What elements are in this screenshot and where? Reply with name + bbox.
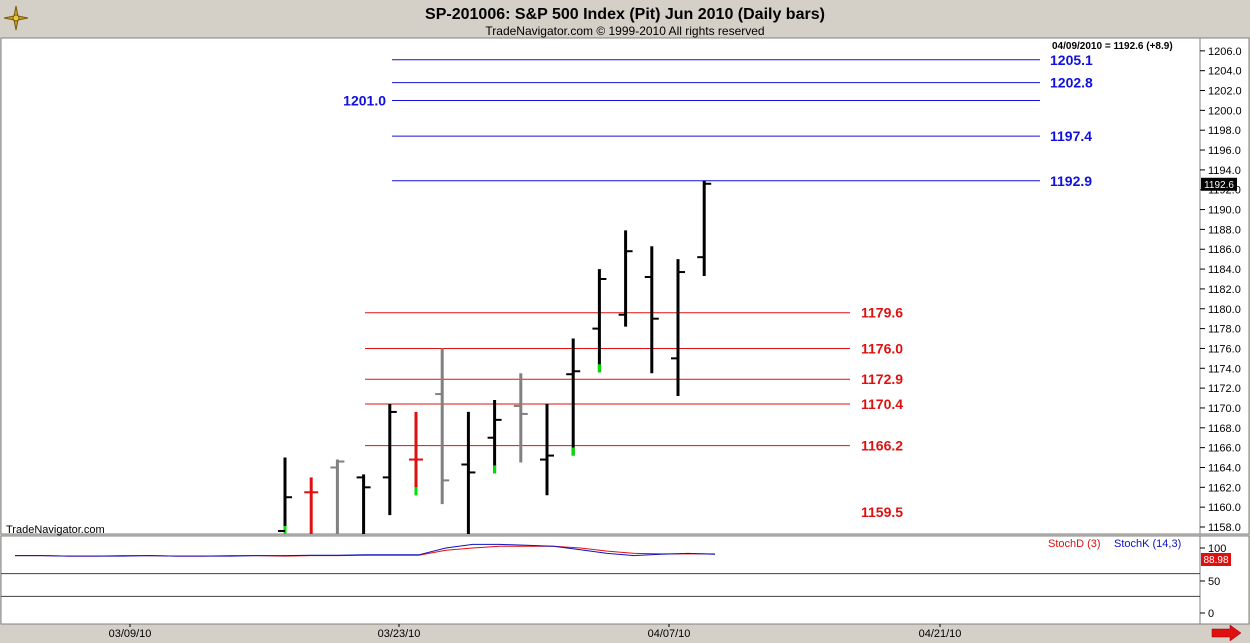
y-tick-label: 1166.0 <box>1208 443 1241 455</box>
sextant-logo-icon <box>3 5 29 31</box>
y-tick-label: 1182.0 <box>1208 284 1241 296</box>
y-tick-label: 1158.0 <box>1208 522 1241 534</box>
stoch-tick-label: 0 <box>1208 608 1214 620</box>
y-tick-label: 1180.0 <box>1208 304 1241 316</box>
level-label: 1166.2 <box>861 438 903 454</box>
scroll-right-button[interactable] <box>1211 624 1242 642</box>
y-tick-label: 1194.0 <box>1208 165 1241 177</box>
y-tick-label: 1172.0 <box>1208 383 1241 395</box>
y-tick-label: 1198.0 <box>1208 125 1241 137</box>
price-axis-panel <box>1199 37 1250 535</box>
level-label: 1176.0 <box>861 340 903 356</box>
y-tick-label: 1184.0 <box>1208 264 1241 276</box>
y-tick-label: 1162.0 <box>1208 482 1241 494</box>
x-tick-label: 04/21/10 <box>919 628 962 640</box>
level-label: 1170.4 <box>861 396 903 412</box>
watermark: TradeNavigator.com <box>6 524 105 536</box>
level-label: 1179.6 <box>861 305 903 321</box>
x-tick-label: 03/23/10 <box>378 628 421 640</box>
y-tick-label: 1178.0 <box>1208 324 1241 336</box>
level-label: 1192.9 <box>1050 173 1092 189</box>
level-label: 1205.1 <box>1050 52 1093 68</box>
y-tick-label: 1204.0 <box>1208 66 1242 78</box>
last-price-marker: 1192.6 <box>1201 177 1237 191</box>
stoch-panel <box>0 535 1201 625</box>
level-label: 1197.4 <box>1050 128 1092 144</box>
stoch-value-marker: 88.98 <box>1201 553 1231 566</box>
y-tick-label: 1168.0 <box>1208 423 1241 435</box>
arrow-right-icon <box>1211 624 1242 642</box>
y-tick-label: 1174.0 <box>1208 363 1241 375</box>
level-label: 1201.0 <box>343 92 386 108</box>
chart-title: SP-201006: S&P 500 Index (Pit) Jun 2010 … <box>425 6 825 23</box>
y-tick-label: 1186.0 <box>1208 244 1241 256</box>
stoch-series-line <box>15 543 716 557</box>
legend-stochk: StochK (14,3) <box>1114 538 1181 550</box>
legend-stochd: StochD (3) <box>1048 538 1101 550</box>
y-tick-label: 1200.0 <box>1208 105 1242 117</box>
stoch-axis-panel <box>1199 535 1250 625</box>
y-tick-label: 1196.0 <box>1208 145 1241 157</box>
y-tick-label: 1202.0 <box>1208 86 1242 98</box>
x-tick-label: 04/07/10 <box>648 628 691 640</box>
last-readout: 04/09/2010 = 1192.6 (+8.9) <box>1052 41 1173 52</box>
stoch-last-value: 88.98 <box>1203 555 1228 566</box>
y-tick-label: 1188.0 <box>1208 224 1241 236</box>
y-tick-label: 1160.0 <box>1208 502 1241 514</box>
last-price-label: 1192.6 <box>1204 180 1234 191</box>
y-tick-label: 1206.0 <box>1208 46 1242 58</box>
level-label: 1202.8 <box>1050 75 1093 91</box>
level-label: 1159.5 <box>861 504 903 520</box>
y-tick-label: 1190.0 <box>1208 205 1241 217</box>
y-tick-label: 1164.0 <box>1208 462 1241 474</box>
stoch-tick-label: 50 <box>1208 576 1220 588</box>
x-tick-label: 03/09/10 <box>109 628 152 640</box>
stoch-tick-label: 100 <box>1208 543 1226 555</box>
y-tick-label: 1170.0 <box>1208 403 1241 415</box>
level-label: 1172.9 <box>861 371 903 387</box>
copyright-text: TradeNavigator.com © 1999-2010 All right… <box>485 24 764 38</box>
y-tick-label: 1176.0 <box>1208 343 1241 355</box>
